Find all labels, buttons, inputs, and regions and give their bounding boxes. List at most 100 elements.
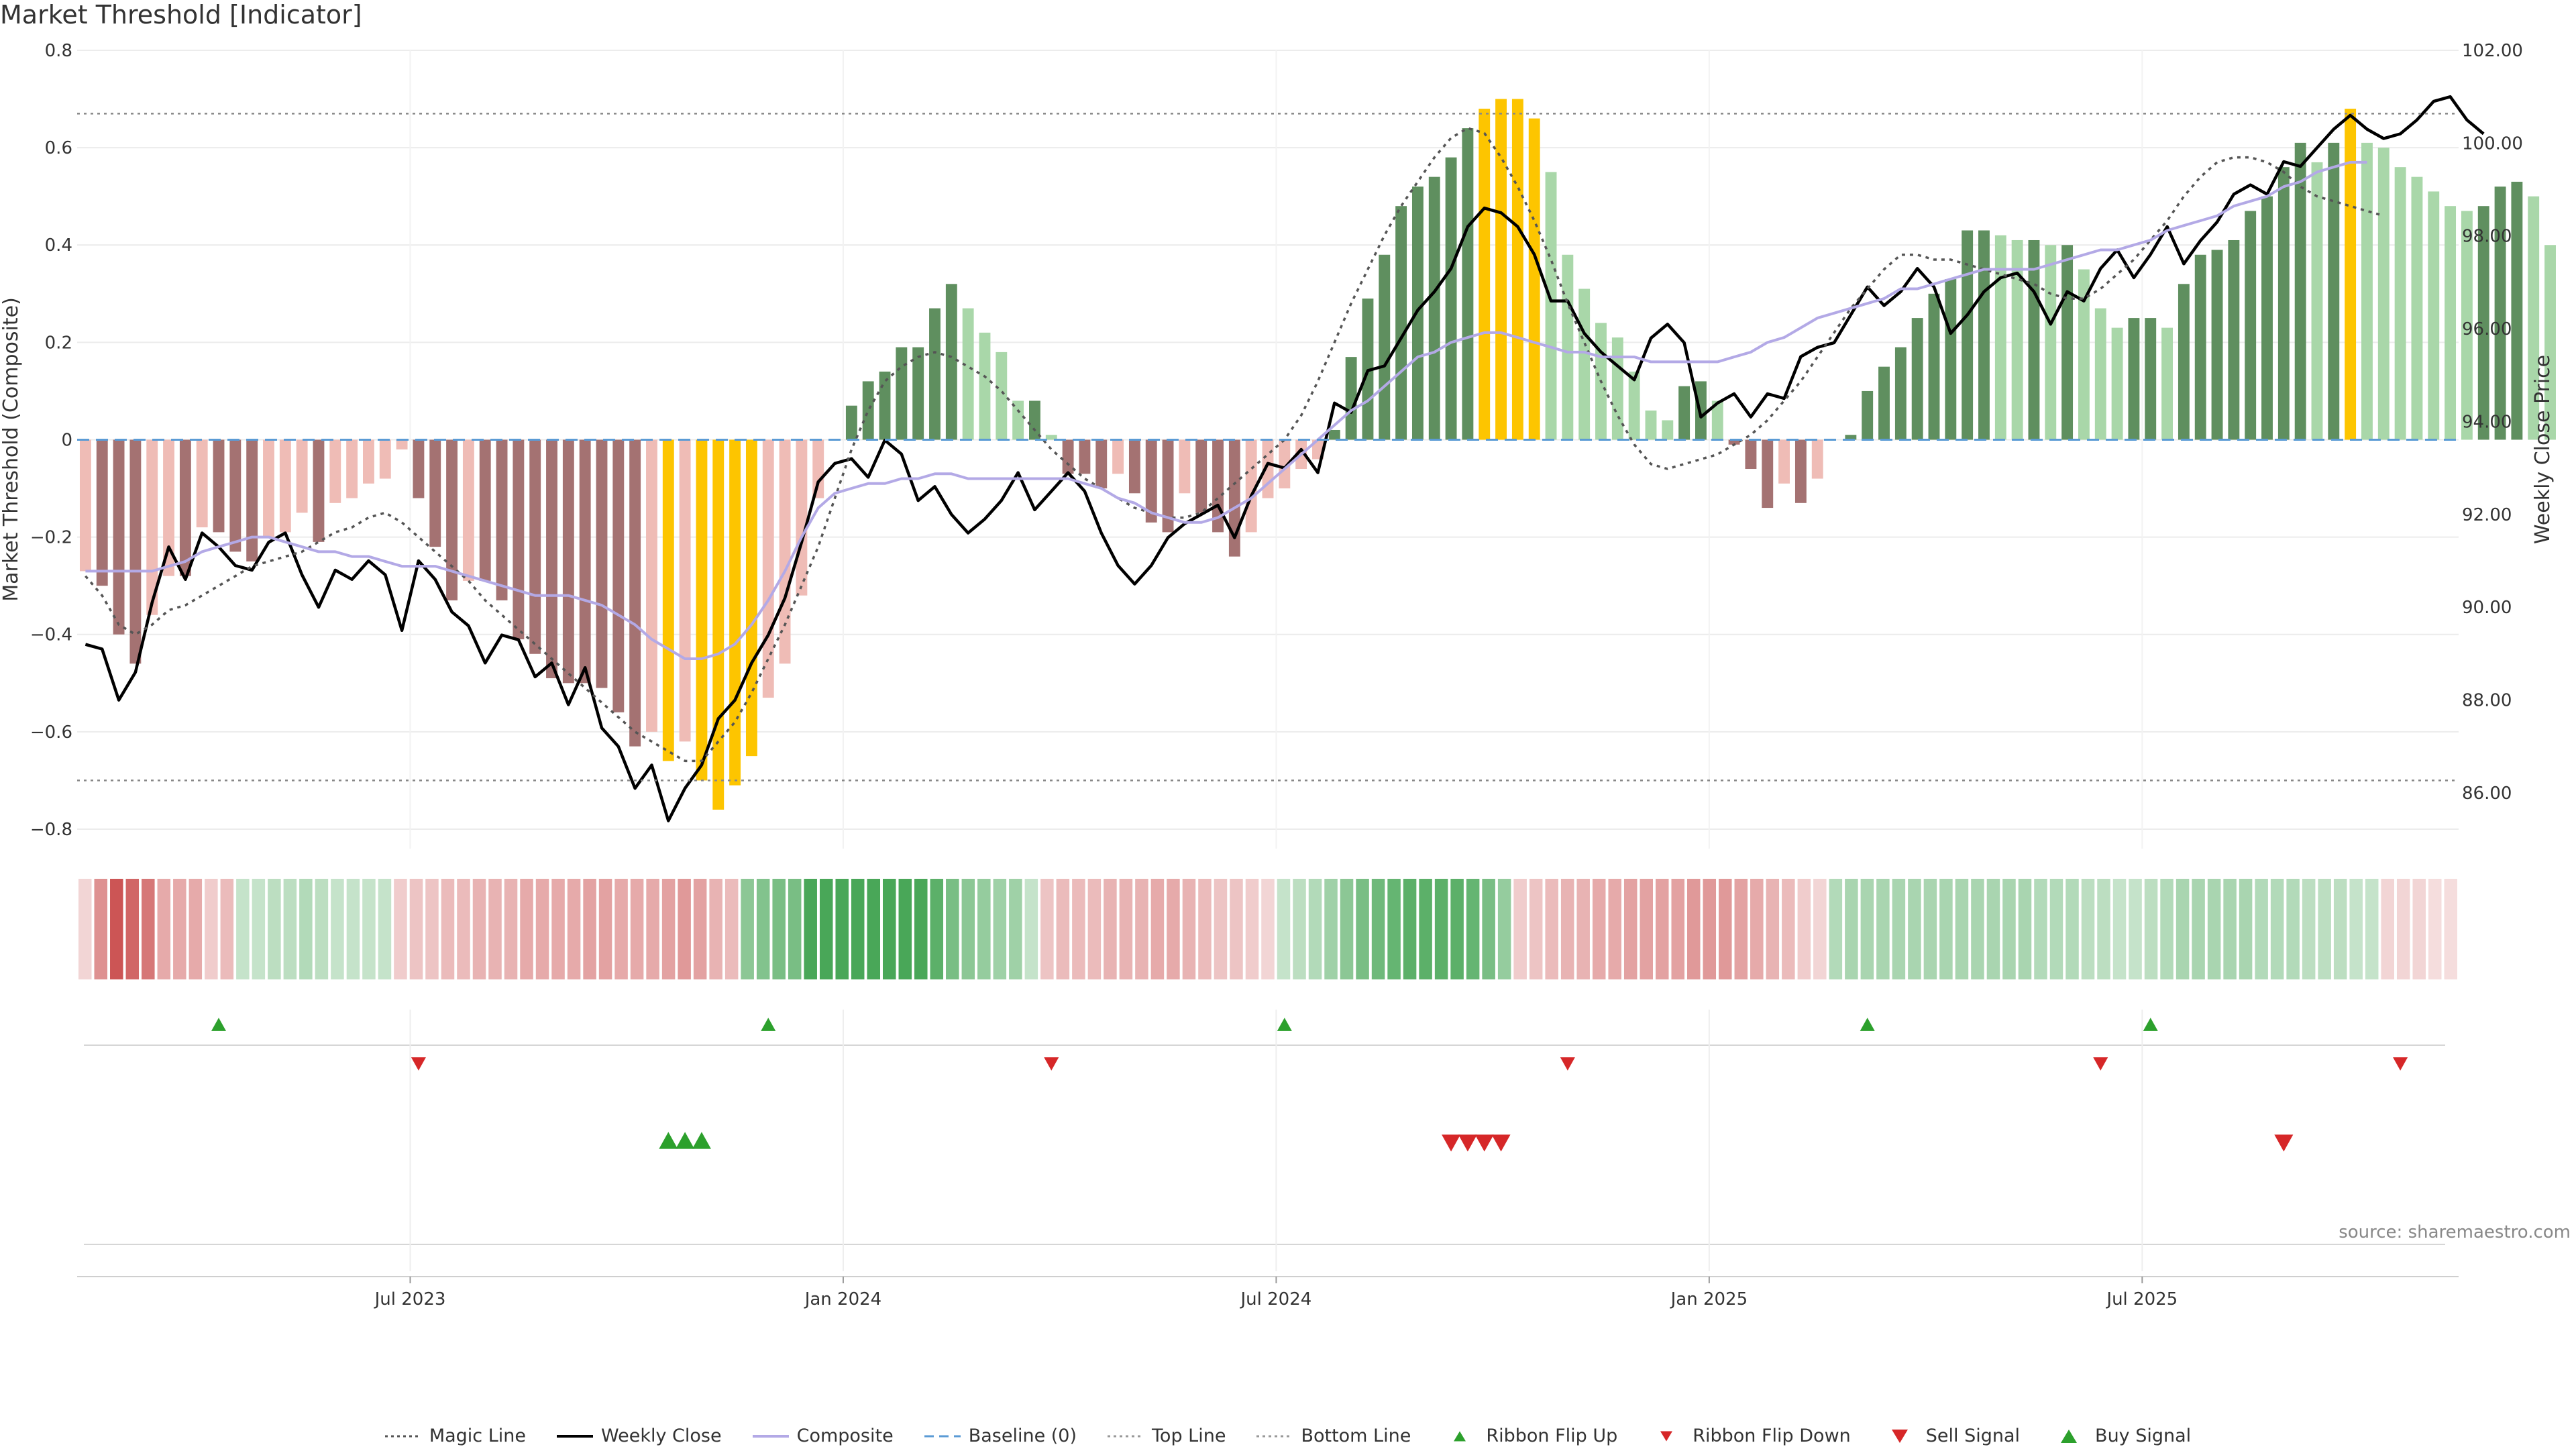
composite-bar	[462, 439, 474, 581]
ribbon-cell	[1072, 879, 1085, 979]
ribbon-cell	[646, 879, 659, 979]
ribbon-cell	[1876, 879, 1890, 979]
composite-bar	[1262, 439, 1274, 498]
y-tick-label: −0.6	[30, 722, 72, 743]
ribbon-cell	[1277, 879, 1291, 979]
composite-bar	[812, 439, 824, 498]
ribbon-cell	[362, 879, 376, 979]
ribbon-cell	[1150, 879, 1165, 979]
ribbon-cell	[614, 879, 628, 979]
ribbon-cell	[2192, 879, 2205, 979]
sell-signal-marker	[1442, 1134, 1461, 1152]
composite-bar	[2161, 327, 2173, 440]
composite-bar	[562, 439, 574, 684]
ribbon-cell	[535, 879, 549, 979]
legend-label: Magic Line	[429, 1426, 526, 1446]
ribbon-cell	[2081, 879, 2095, 979]
ribbon-flip-down-marker	[411, 1057, 426, 1071]
composite-bar	[1445, 157, 1457, 440]
ribbon-cell	[252, 879, 266, 979]
composite-bar	[1345, 357, 1357, 440]
sell-signal-marker	[1474, 1134, 1494, 1152]
composite-bar	[2011, 239, 2023, 440]
legend-label: Ribbon Flip Down	[1693, 1426, 1851, 1446]
composite-bar	[546, 439, 557, 679]
composite-bar	[329, 439, 341, 503]
legend-item-buy-signal: Buy Signal	[2051, 1426, 2191, 1446]
composite-bar	[179, 439, 191, 576]
ribbon-cell	[283, 879, 297, 979]
y-tick-label: 0.6	[45, 138, 72, 158]
composite-bar	[1894, 347, 1907, 440]
ribbon-cell	[2223, 879, 2237, 979]
ribbon-cell	[1923, 879, 1937, 979]
ribbon-cell	[1640, 879, 1653, 979]
composite-bar	[1128, 439, 1140, 494]
ribbon-cell	[1340, 879, 1354, 979]
composite-bar	[79, 439, 91, 572]
y-tick-label: −0.8	[30, 820, 72, 840]
ribbon-cell	[1719, 879, 1732, 979]
composite-bar	[1928, 293, 1940, 440]
composite-bar	[1029, 400, 1040, 440]
ribbon-cell	[1104, 879, 1117, 979]
ribbon-cell	[1214, 879, 1228, 979]
x-tick-label: Jul 2024	[1240, 1289, 1312, 1309]
composite-bar	[779, 439, 791, 664]
composite-bar	[612, 439, 625, 712]
ribbon-cell	[1119, 879, 1133, 979]
buy-signal-marker	[676, 1132, 695, 1149]
ribbon-cell	[1529, 879, 1543, 979]
composite-bar	[296, 439, 308, 513]
composite-bar	[796, 439, 808, 596]
sell-signal-marker	[1491, 1134, 1511, 1152]
composite-bar	[2061, 245, 2074, 440]
ribbon-cell	[1734, 879, 1748, 979]
ribbon-cell	[2097, 879, 2110, 979]
legend-item-ribbon-flip-up: Ribbon Flip Up	[1442, 1426, 1617, 1446]
composite-bar	[413, 439, 425, 498]
composite-bar	[496, 439, 508, 600]
ribbon-cell	[1592, 879, 1606, 979]
ribbon-flip-up-marker	[1277, 1018, 1292, 1031]
ribbon-flip-up-marker	[1860, 1018, 1875, 1031]
composite-bar	[2294, 142, 2306, 440]
composite-bar	[879, 371, 891, 440]
y2-tick-label: 90.00	[2462, 598, 2512, 618]
composite-bar	[2428, 191, 2440, 440]
composite-bar	[1645, 410, 1657, 440]
legend-item-magic-line: Magic Line	[384, 1426, 526, 1446]
composite-bar	[246, 439, 258, 561]
magic-line-series	[85, 127, 2384, 763]
ribbon-cell	[709, 879, 722, 979]
buy-signal-marker	[692, 1132, 711, 1149]
composite-bar	[1112, 439, 1124, 474]
ribbon-cell	[1655, 879, 1669, 979]
composite-bar	[96, 439, 108, 586]
composite-bar	[845, 405, 857, 440]
composite-bar	[196, 439, 208, 528]
composite-bar	[2211, 250, 2223, 440]
ribbon-cell	[567, 879, 581, 979]
ribbon-cell	[661, 879, 676, 979]
composite-bar	[2277, 167, 2290, 440]
ribbon-flip-up-marker	[211, 1018, 227, 1031]
triangle-down-icon	[1891, 1429, 1908, 1443]
composite-bar	[2411, 176, 2423, 440]
ribbon-cell	[741, 879, 754, 979]
ribbon-cell	[1939, 879, 1953, 979]
legend-label: Baseline (0)	[968, 1426, 1077, 1446]
dotted-line-icon	[1256, 1435, 1293, 1437]
ribbon-cell	[441, 879, 455, 979]
composite-bar	[2394, 167, 2406, 440]
composite-bar	[712, 439, 724, 810]
ribbon-cell	[1182, 879, 1196, 979]
ribbon-cell	[1782, 879, 1795, 979]
ribbon-cell	[1434, 879, 1448, 979]
legend-item-top-line: Top Line	[1108, 1426, 1226, 1446]
ribbon-cell	[804, 879, 817, 979]
x-tick-label: Jul 2025	[2105, 1289, 2178, 1309]
ribbon-cell	[394, 879, 407, 979]
composite-bar	[945, 284, 957, 440]
composite-bar	[729, 439, 741, 786]
